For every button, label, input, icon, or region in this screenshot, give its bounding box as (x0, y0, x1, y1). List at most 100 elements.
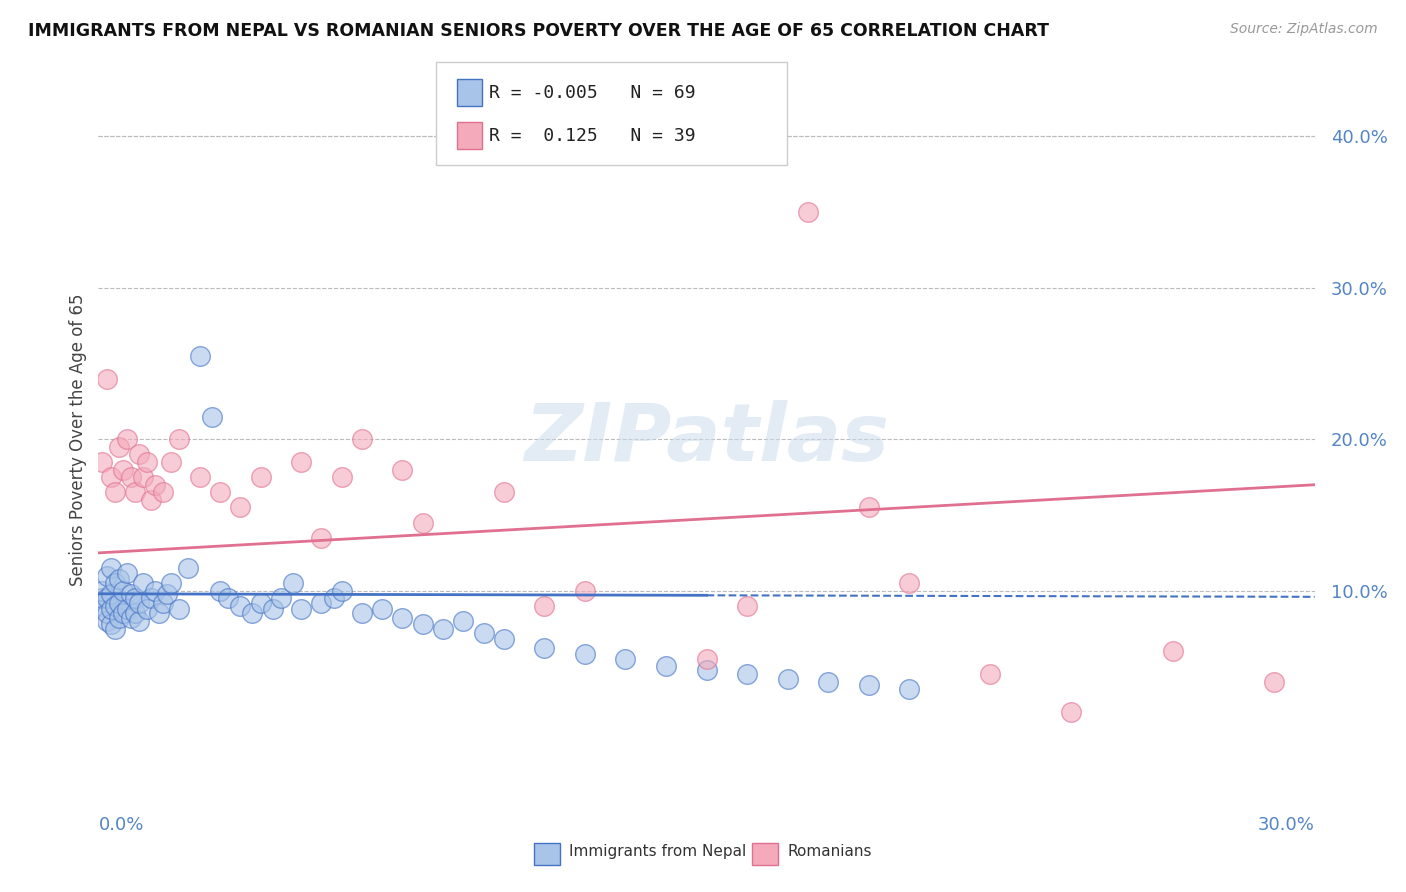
Point (169, 432, 191, 446)
Point (270, 591, 292, 606)
Point (322, 591, 344, 606)
Point (104, 622, 127, 636)
Point (96, 607, 118, 621)
Point (111, 462, 134, 476)
Point (350, 607, 373, 621)
Point (290, 602, 312, 616)
Point (735, 599, 758, 613)
Point (898, 576, 921, 591)
Point (1263, 674, 1285, 689)
Point (188, 470, 211, 484)
Point (262, 602, 284, 616)
Point (104, 485, 127, 500)
Point (104, 599, 127, 613)
Point (143, 477, 166, 491)
Point (107, 440, 129, 454)
Point (115, 432, 138, 446)
Y-axis label: Seniors Poverty Over the Age of 65: Seniors Poverty Over the Age of 65 (69, 293, 87, 585)
Point (160, 455, 183, 469)
Point (209, 583, 232, 598)
Point (120, 611, 142, 625)
Point (350, 432, 373, 446)
Point (330, 470, 353, 484)
Point (533, 641, 555, 656)
Point (1060, 705, 1083, 719)
Point (143, 583, 166, 598)
Point (176, 561, 198, 575)
Point (136, 602, 159, 616)
Point (107, 572, 129, 586)
Point (311, 531, 333, 545)
Point (574, 648, 596, 662)
Text: R = -0.005   N = 69: R = -0.005 N = 69 (489, 84, 696, 102)
Point (169, 602, 191, 616)
Point (100, 587, 122, 601)
Point (696, 663, 718, 677)
Text: 0.0%: 0.0% (98, 816, 143, 834)
Point (91, 455, 114, 469)
Point (249, 470, 271, 484)
Point (533, 599, 555, 613)
Point (107, 611, 129, 625)
Point (100, 470, 122, 484)
Point (139, 591, 162, 606)
Point (128, 596, 150, 610)
Point (492, 485, 515, 500)
Point (96, 568, 118, 582)
Point (132, 576, 155, 591)
Point (152, 485, 174, 500)
Point (614, 652, 637, 666)
Point (242, 607, 264, 621)
Point (201, 409, 224, 424)
Point (100, 602, 122, 616)
Text: Immigrants from Nepal: Immigrants from Nepal (569, 845, 747, 859)
Point (132, 470, 155, 484)
Point (91, 591, 114, 606)
Point (160, 576, 183, 591)
Point (111, 607, 134, 621)
Point (120, 587, 142, 601)
Point (115, 566, 138, 580)
Point (735, 667, 758, 681)
Point (229, 599, 252, 613)
Point (249, 596, 271, 610)
Point (115, 602, 138, 616)
Text: 30.0%: 30.0% (1258, 816, 1315, 834)
Point (655, 659, 678, 673)
Point (120, 470, 142, 484)
Point (229, 500, 252, 515)
Point (574, 583, 596, 598)
Point (96, 591, 118, 606)
Point (979, 667, 1001, 681)
Point (858, 678, 880, 692)
Point (432, 622, 454, 636)
Point (311, 596, 333, 610)
Text: Romanians: Romanians (787, 845, 872, 859)
Point (148, 607, 170, 621)
Point (124, 591, 146, 606)
Point (156, 587, 179, 601)
Point (124, 607, 146, 621)
Point (858, 500, 880, 515)
Point (453, 614, 475, 628)
Point (330, 583, 353, 598)
Point (217, 591, 239, 606)
Point (111, 583, 134, 598)
Point (104, 576, 127, 591)
Point (100, 561, 122, 575)
Point (817, 674, 839, 689)
Text: Source: ZipAtlas.com: Source: ZipAtlas.com (1230, 22, 1378, 37)
Point (412, 516, 434, 530)
Point (472, 626, 495, 640)
Point (492, 632, 515, 647)
Point (136, 455, 159, 469)
Point (124, 485, 146, 500)
Point (91, 599, 114, 613)
Point (290, 455, 312, 469)
Point (696, 652, 718, 666)
Point (797, 205, 820, 219)
Point (107, 596, 129, 610)
Text: R =  0.125   N = 39: R = 0.125 N = 39 (489, 127, 696, 145)
Point (139, 492, 162, 507)
Point (371, 602, 394, 616)
